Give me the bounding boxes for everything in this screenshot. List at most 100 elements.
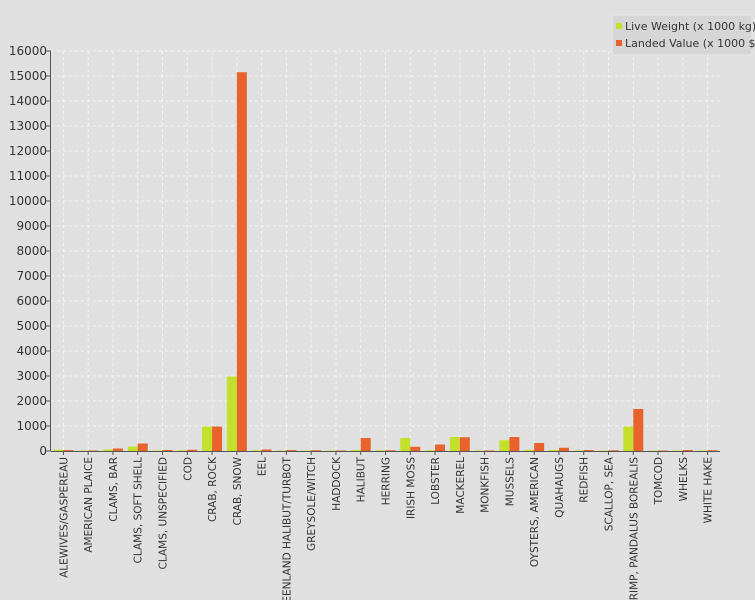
- y-tick-label: 1000: [16, 419, 47, 433]
- bar-series-1: [187, 449, 198, 451]
- y-tick-label: 10000: [9, 194, 47, 208]
- bar-series-0: [598, 450, 609, 451]
- x-axis-ticks: ALEWIVES/GASPEREAU AMERICAN PLAICE CLAMS, …: [58, 451, 715, 600]
- x-tick-label: MUSSELS: [504, 457, 516, 507]
- legend-label: Live Weight (x 1000 kg): [625, 20, 755, 33]
- bar-series-1: [385, 450, 396, 451]
- y-tick-label: 8000: [16, 244, 47, 258]
- y-tick-label: 4000: [16, 344, 47, 358]
- y-tick-label: 7000: [16, 269, 47, 283]
- bar-series-0: [251, 450, 262, 451]
- bar-series-1: [63, 450, 74, 451]
- x-tick-label: OYSTERS, AMERICAN: [529, 457, 541, 567]
- y-tick-label: 6000: [16, 294, 47, 308]
- x-tick-label: COD: [182, 457, 194, 481]
- y-tick-label: 9000: [16, 219, 47, 233]
- bar-series-1: [707, 450, 718, 451]
- x-tick-label: EEL: [257, 457, 269, 476]
- bar-series-0: [648, 450, 659, 451]
- x-tick-label: AMERICAN PLAICE: [83, 457, 95, 553]
- x-tick-label: MACKEREL: [455, 457, 467, 514]
- legend-swatch: [616, 23, 622, 29]
- bar-series-1: [459, 437, 470, 451]
- bar-series-0: [375, 450, 386, 451]
- y-axis-ticks: 0 1000 2000 3000 4000 5000 6000 7000 8000 9000 100…: [9, 44, 47, 458]
- legend-swatch: [616, 40, 622, 46]
- bar-series-1: [633, 409, 644, 451]
- y-tick-label: 14000: [9, 94, 47, 108]
- bar-series-0: [102, 449, 113, 451]
- bar-series-1: [236, 72, 247, 451]
- bar-series-0: [524, 449, 535, 451]
- bar-series-0: [276, 450, 287, 451]
- bar-series-1: [658, 450, 669, 451]
- bar-series-0: [177, 450, 188, 451]
- bar-series-1: [558, 447, 569, 451]
- y-tick-label: 2000: [16, 394, 47, 408]
- bar-series-1: [137, 443, 148, 451]
- bar-series-1: [435, 444, 446, 451]
- bar-series-1: [286, 450, 297, 451]
- bar-series-1: [162, 450, 173, 451]
- legend: Live Weight (x 1000 kg) Landed Value (x 1…: [611, 14, 755, 56]
- bar-series-0: [623, 426, 634, 451]
- x-tick-label: HADDOCK: [331, 456, 343, 511]
- bar-series-1: [261, 449, 272, 451]
- y-tick-label: 3000: [16, 369, 47, 383]
- y-tick-label: 0: [39, 444, 47, 458]
- y-tick-label: 11000: [9, 169, 47, 183]
- bar-series-1: [410, 446, 421, 451]
- y-tick-label: 5000: [16, 319, 47, 333]
- bar-series-0: [425, 450, 436, 451]
- bar-series-0: [53, 449, 64, 451]
- x-tick-label: HERRING: [381, 457, 393, 505]
- x-tick-label: CRAB, ROCK: [207, 456, 219, 522]
- x-tick-label: CRAB, SNOW: [232, 456, 244, 525]
- y-tick-label: 16000: [9, 44, 47, 58]
- x-tick-label: REDFISH: [579, 457, 591, 503]
- bar-series-0: [672, 450, 683, 451]
- x-tick-label: WHITE HAKE: [703, 457, 715, 523]
- x-tick-label: IRISH MOSS: [405, 457, 417, 519]
- bar-series-0: [449, 437, 460, 451]
- bar-series-1: [534, 443, 545, 451]
- y-tick-label: 15000: [9, 69, 47, 83]
- legend-label: Landed Value (x 1000 $): [625, 37, 755, 50]
- x-tick-label: HALIBUT: [356, 456, 368, 502]
- bars: [53, 72, 718, 451]
- x-tick-label: CLAMS, UNSPECIFIED: [158, 457, 170, 569]
- x-tick-label: SCALLOP, SEA: [604, 456, 616, 531]
- bar-series-0: [474, 450, 485, 451]
- bar-series-0: [573, 450, 584, 451]
- bar-series-0: [697, 450, 708, 451]
- bar-series-1: [682, 450, 693, 451]
- bar-series-0: [548, 450, 559, 451]
- bar-series-1: [360, 438, 371, 451]
- bar-series-0: [325, 450, 336, 451]
- bar-series-0: [301, 450, 312, 451]
- bar-series-1: [335, 450, 346, 451]
- x-tick-label: LOBSTER: [430, 457, 442, 505]
- x-tick-label: MONKFISH: [480, 457, 492, 513]
- grid-lines: [51, 50, 720, 451]
- bar-series-1: [583, 450, 594, 451]
- x-tick-label: GREENLAND HALIBUT/TURBOT: [281, 456, 293, 600]
- bar-series-1: [608, 450, 619, 451]
- x-tick-label: TOMCOD: [653, 457, 665, 505]
- bar-series-0: [400, 438, 411, 451]
- bar-series-1: [212, 426, 223, 451]
- bar-series-0: [499, 440, 510, 451]
- bar-series-1: [112, 448, 123, 451]
- y-tick-label: 13000: [9, 119, 47, 133]
- bar-series-1: [509, 437, 520, 451]
- bar-series-0: [226, 376, 237, 451]
- x-tick-label: QUAHAUGS: [554, 457, 566, 518]
- x-tick-label: GREYSOLE/WITCH: [306, 457, 318, 551]
- bar-series-0: [350, 450, 361, 451]
- bar-series-0: [202, 426, 213, 451]
- bar-series-1: [311, 450, 322, 451]
- x-tick-label: WHELKS: [678, 457, 690, 502]
- bar-series-1: [88, 450, 99, 451]
- bar-series-1: [484, 450, 495, 451]
